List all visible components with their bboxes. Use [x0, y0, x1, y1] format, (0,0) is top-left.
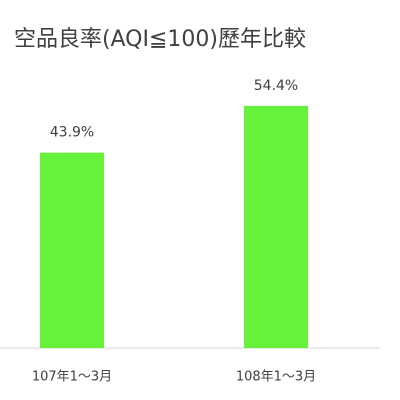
value-label: 54.4% [254, 78, 298, 94]
chart-title: 空品良率(AQI≦100)歷年比較 [14, 27, 306, 52]
x-tick-label: 108年1～3月 [236, 370, 316, 385]
bar [40, 152, 104, 348]
x-tick-label: 107年1～3月 [32, 370, 112, 385]
bar [244, 105, 308, 348]
value-label: 43.9% [50, 125, 94, 141]
